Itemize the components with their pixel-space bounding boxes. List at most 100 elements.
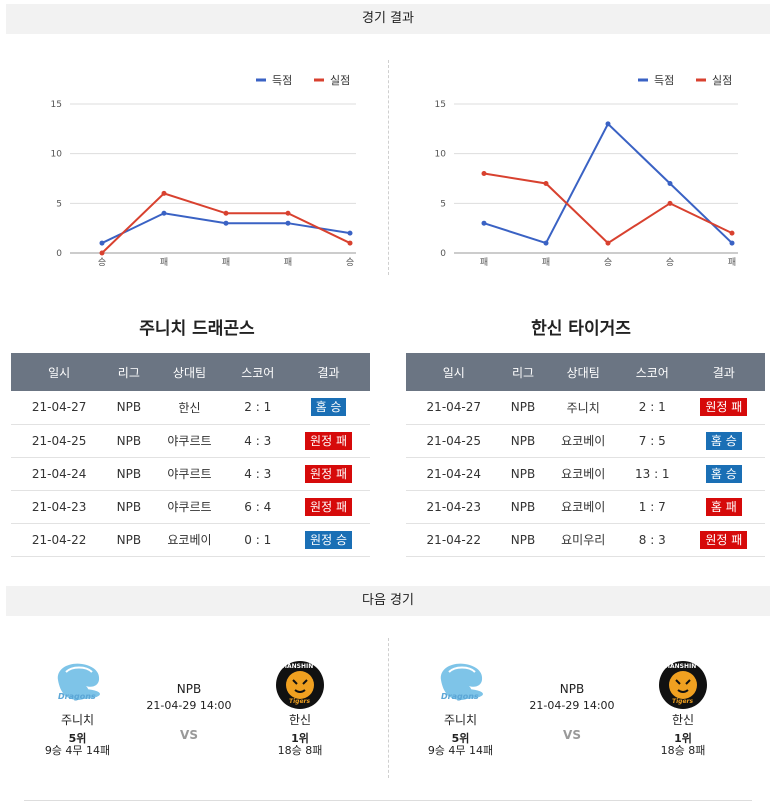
- away-team-record: 18승 8패: [660, 744, 706, 757]
- date-cell: 21-04-23: [406, 490, 502, 524]
- tigers-logo-icon: HANSHIN Tigers: [275, 660, 325, 710]
- next-game-league: NPB: [176, 682, 202, 696]
- vs-label: VS: [563, 728, 581, 742]
- date-cell: 21-04-22: [406, 523, 502, 557]
- opponent-cell: 한신: [150, 391, 229, 425]
- column-header: 리그: [501, 353, 545, 391]
- results-table-right: 일시 리그 상대팀 스코어 결과 21-04-27 NPB 주니치 2 : 1 원정 패…: [406, 353, 765, 557]
- next-game-section-title: 다음 경기: [362, 593, 414, 608]
- opponent-cell: 야쿠르트: [150, 490, 229, 524]
- y-tick-label: 15: [51, 100, 62, 110]
- column-header: 상대팀: [544, 353, 622, 391]
- team-title-left: 주니치 드래곤스: [139, 319, 255, 339]
- score-cell: 4 : 3: [228, 424, 288, 458]
- y-tick-label: 5: [56, 199, 62, 209]
- column-header: 결과: [682, 353, 765, 391]
- tigers-logo-sub: Tigers: [672, 698, 694, 705]
- table-row: 21-04-23 NPB 요코베이 1 : 7 홈 패: [406, 490, 765, 524]
- bottom-divider: [24, 800, 752, 801]
- table-row: 21-04-25 NPB 요코베이 7 : 5 홈 승: [406, 424, 765, 458]
- away-team-rank: 1위: [291, 732, 309, 745]
- data-point: [161, 210, 167, 216]
- next-game-divider: [388, 638, 389, 778]
- next-game-card[interactable]: Dragons 주니치 5위 9승 4무 14패 NPB 21-04-29 14…: [403, 650, 743, 760]
- legend-label: 득점: [272, 74, 292, 87]
- opponent-cell: 요코베이: [150, 523, 229, 557]
- result-badge: 홈 승: [310, 398, 347, 417]
- result-cell: 홈 승: [287, 391, 370, 425]
- date-cell: 21-04-27: [406, 391, 502, 425]
- table-row: 21-04-22 NPB 요미우리 8 : 3 원정 패: [406, 523, 765, 557]
- x-tick-label: 패: [160, 257, 168, 268]
- league-cell: NPB: [501, 490, 545, 524]
- column-header: 리그: [107, 353, 151, 391]
- data-point: [729, 240, 735, 246]
- score-cell: 13 : 1: [621, 457, 683, 491]
- data-point: [99, 250, 105, 256]
- score-cell: 2 : 1: [228, 391, 288, 425]
- opponent-cell: 요코베이: [544, 424, 622, 458]
- opponent-cell: 주니치: [544, 391, 622, 425]
- column-header: 일시: [406, 353, 502, 391]
- result-badge: 원정 패: [700, 530, 748, 549]
- home-team-name[interactable]: 주니치: [60, 713, 95, 727]
- home-team-name[interactable]: 주니치: [443, 713, 478, 727]
- league-cell: NPB: [107, 523, 151, 557]
- legend-label: 득점: [654, 74, 674, 87]
- score-cell: 2 : 1: [621, 391, 683, 425]
- table-row: 21-04-23 NPB 야쿠르트 6 : 4 원정 패: [11, 490, 370, 524]
- y-tick-label: 0: [56, 249, 62, 259]
- next-game-datetime: 21-04-29 14:00: [146, 699, 232, 712]
- result-cell: 원정 승: [287, 523, 370, 557]
- y-tick-label: 10: [435, 150, 447, 160]
- home-team-record: 9승 4무 14패: [427, 744, 494, 757]
- dragons-logo-text: Dragons: [441, 692, 479, 701]
- next-game-card[interactable]: Dragons 주니치 5위 9승 4무 14패 NPB 21-04-29 14…: [20, 650, 360, 760]
- tigers-logo-sub: Tigers: [289, 698, 311, 705]
- away-team-rank: 1위: [674, 732, 692, 745]
- tigers-logo-icon: HANSHIN Tigers: [658, 660, 708, 710]
- result-cell: 홈 패: [682, 490, 765, 524]
- opponent-cell: 요코베이: [544, 457, 622, 491]
- away-team-name[interactable]: 한신: [288, 713, 312, 727]
- series-line: [483, 122, 733, 245]
- result-badge: 원정 패: [305, 431, 352, 450]
- table-row: 21-04-24 NPB 야쿠르트 4 : 3 원정 패: [11, 457, 370, 491]
- table-row: 21-04-22 NPB 요코베이 0 : 1 원정 승: [11, 523, 370, 557]
- date-cell: 21-04-24: [11, 457, 108, 491]
- date-cell: 21-04-24: [406, 457, 502, 491]
- league-cell: NPB: [501, 457, 545, 491]
- result-cell: 원정 패: [682, 523, 765, 557]
- result-cell: 원정 패: [287, 457, 370, 491]
- results-section-header: 경기 결과: [6, 4, 770, 34]
- date-cell: 21-04-27: [11, 391, 108, 425]
- score-cell: 7 : 5: [621, 424, 683, 458]
- away-team-name[interactable]: 한신: [671, 713, 695, 727]
- away-team-record: 18승 8패: [277, 744, 323, 757]
- column-header: 스코어: [621, 353, 683, 391]
- column-header: 일시: [11, 353, 108, 391]
- table-header-row: 일시 리그 상대팀 스코어 결과: [406, 353, 765, 391]
- result-badge: 홈 승: [705, 464, 742, 483]
- team-title-right: 한신 타이거즈: [531, 319, 631, 339]
- x-tick-label: 패: [222, 257, 230, 268]
- result-badge: 원정 패: [305, 464, 352, 483]
- data-point: [543, 240, 549, 246]
- opponent-cell: 야쿠르트: [150, 457, 229, 491]
- data-point: [605, 121, 611, 127]
- tigers-logo-text: HANSHIN: [282, 663, 314, 670]
- data-point: [667, 200, 673, 206]
- table-row: 21-04-25 NPB 야쿠르트 4 : 3 원정 패: [11, 424, 370, 458]
- home-team-rank: 5위: [68, 732, 87, 745]
- legend-label: 실점: [330, 74, 350, 87]
- legend-label: 실점: [712, 74, 732, 87]
- data-point: [667, 180, 673, 186]
- score-cell: 6 : 4: [228, 490, 288, 524]
- data-point: [481, 220, 487, 226]
- y-tick-label: 10: [51, 150, 63, 160]
- x-tick-label: 승: [98, 257, 106, 268]
- results-section-title: 경기 결과: [362, 11, 414, 26]
- data-point: [285, 220, 291, 226]
- recent-games-charts: 0 5 10 15 승 패 패 패 승 득점 실점 0 5 10 15 패 패 승 승 패 득점 실점: [51, 74, 738, 268]
- opponent-cell: 야쿠르트: [150, 424, 229, 458]
